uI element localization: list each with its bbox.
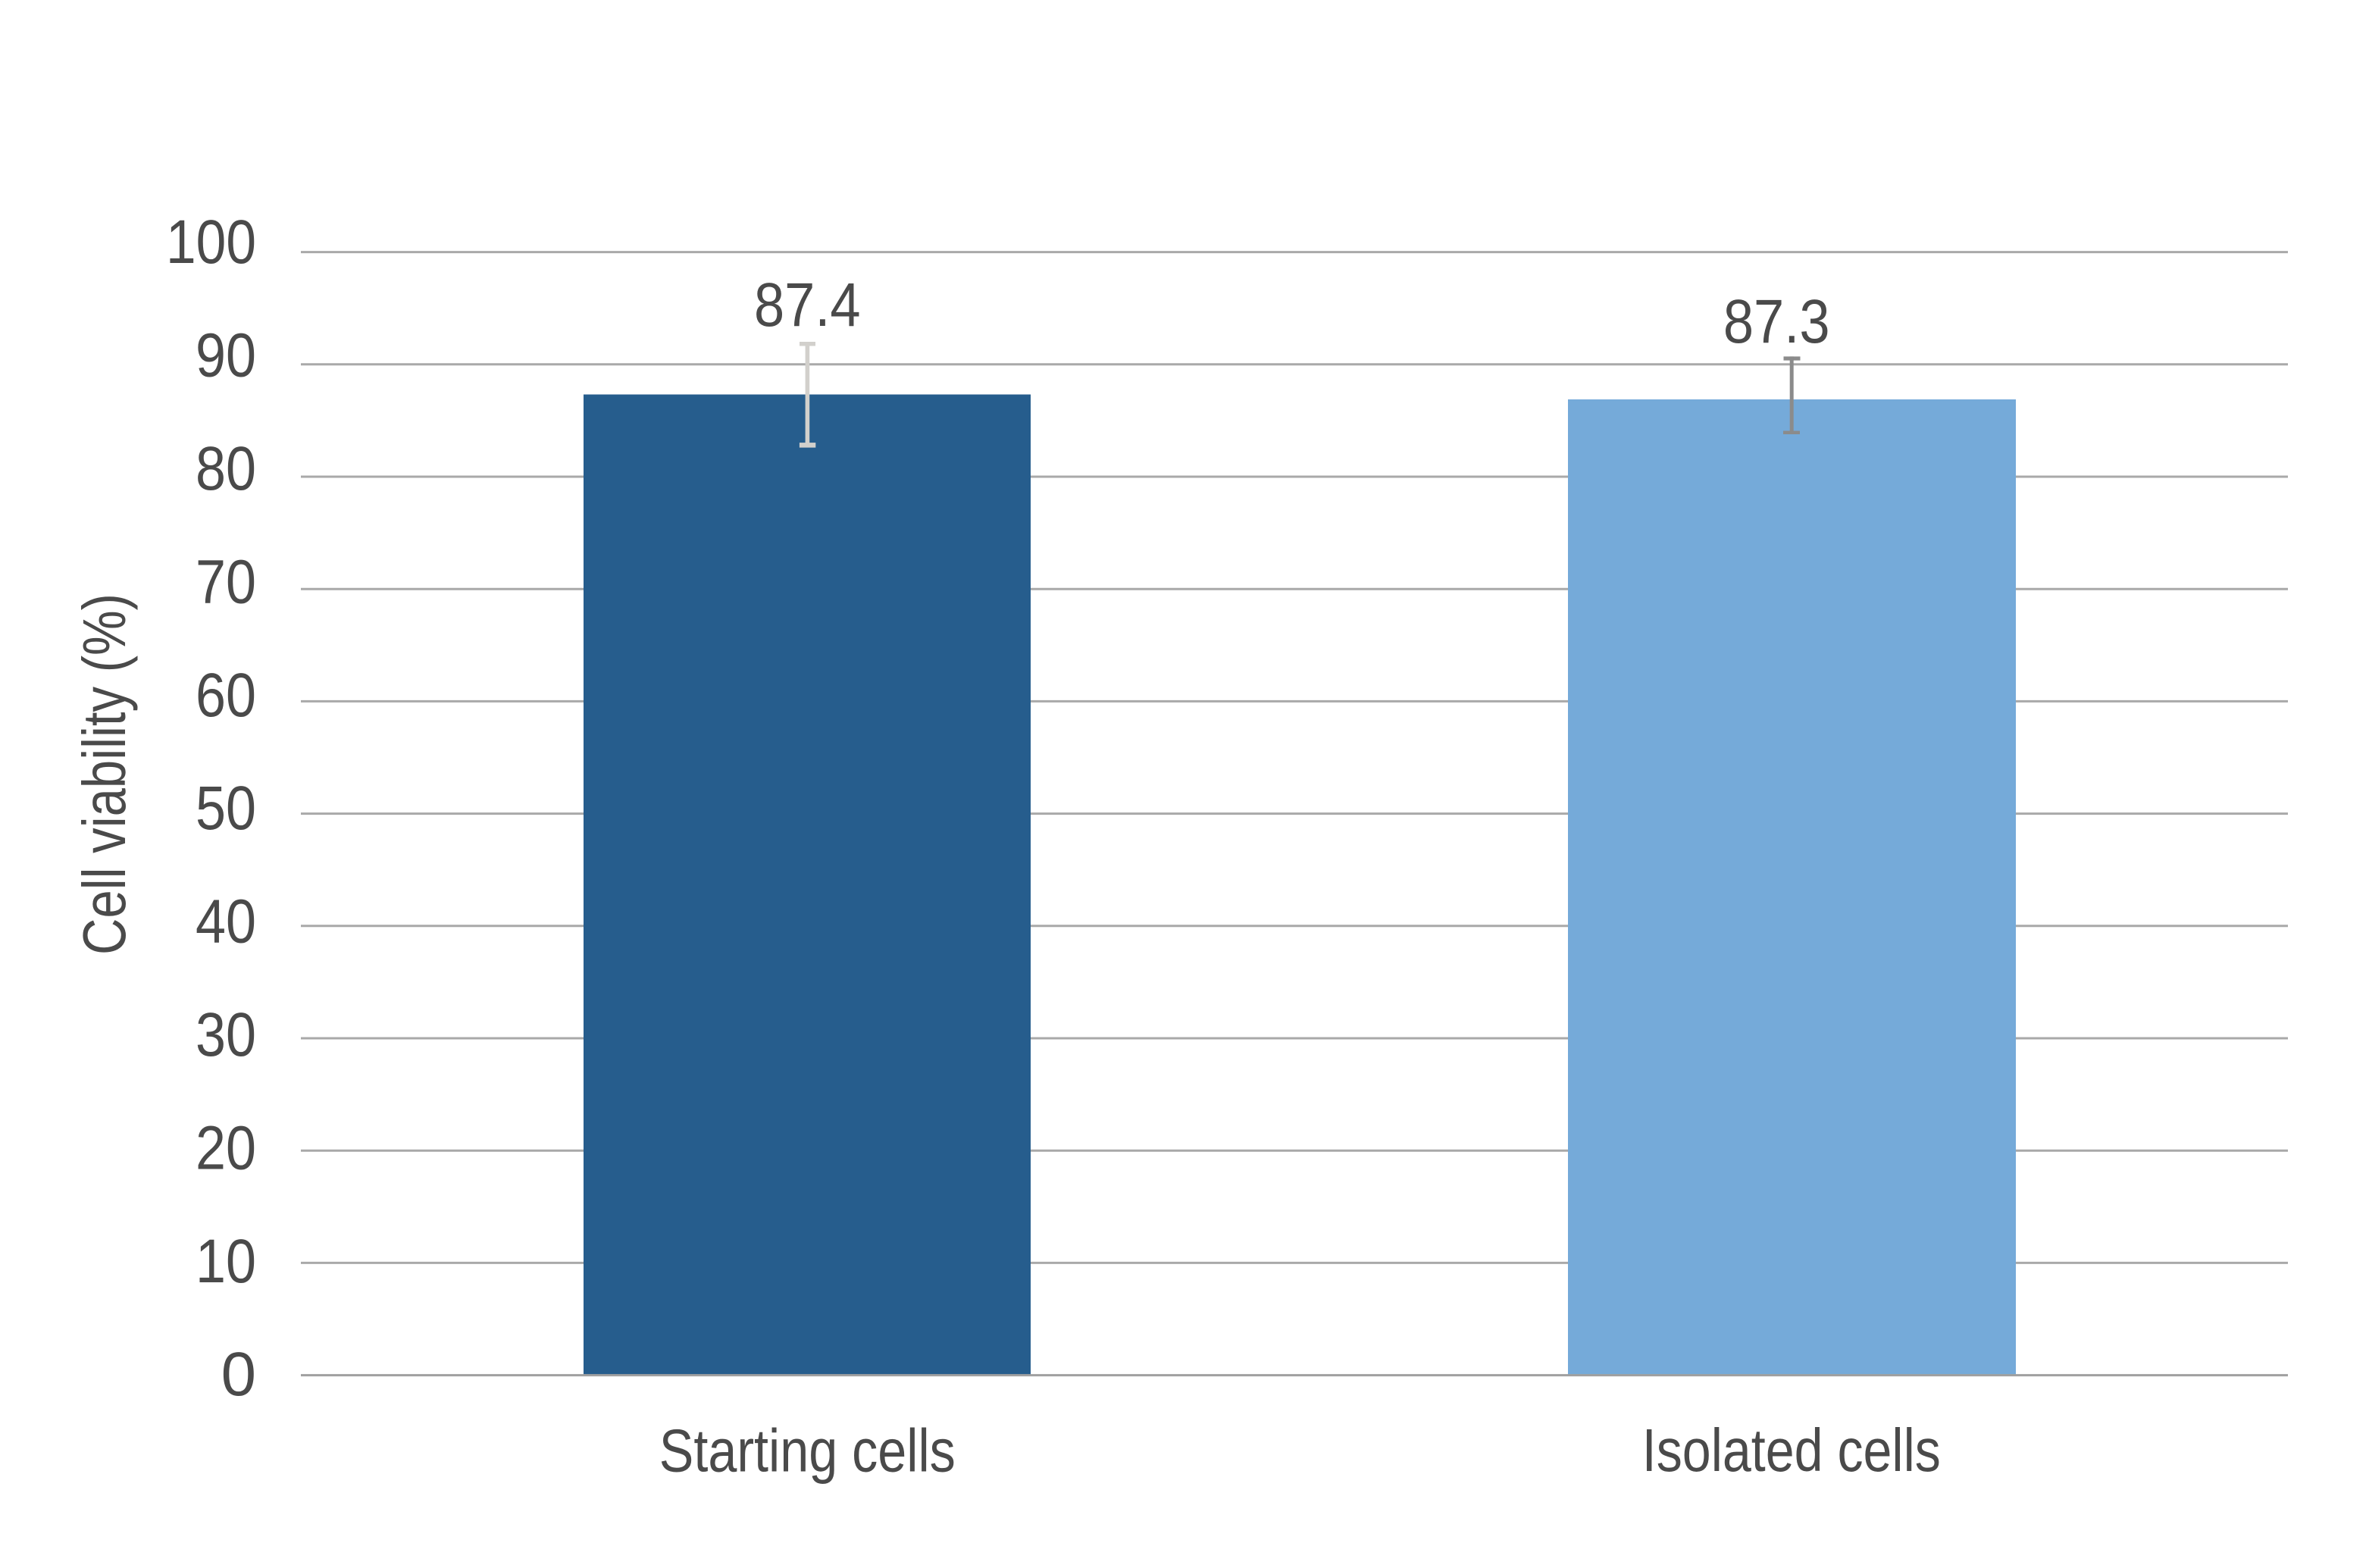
svg-text:Cell viability (%): Cell viability (%) xyxy=(70,593,138,955)
svg-text:20: 20 xyxy=(196,1113,256,1182)
svg-text:0: 0 xyxy=(221,1340,256,1409)
svg-text:87.4: 87.4 xyxy=(754,271,861,340)
svg-text:90: 90 xyxy=(196,321,256,390)
svg-text:40: 40 xyxy=(196,887,256,956)
svg-text:70: 70 xyxy=(196,547,256,616)
svg-text:87.3: 87.3 xyxy=(1723,287,1830,356)
svg-text:Starting cells: Starting cells xyxy=(659,1417,956,1485)
svg-text:50: 50 xyxy=(196,774,256,843)
svg-text:10: 10 xyxy=(196,1227,256,1296)
svg-text:80: 80 xyxy=(196,434,256,503)
svg-text:30: 30 xyxy=(196,1000,256,1069)
svg-text:100: 100 xyxy=(166,208,256,277)
svg-text:Isolated cells: Isolated cells xyxy=(1642,1416,1941,1484)
svg-text:60: 60 xyxy=(196,661,256,730)
